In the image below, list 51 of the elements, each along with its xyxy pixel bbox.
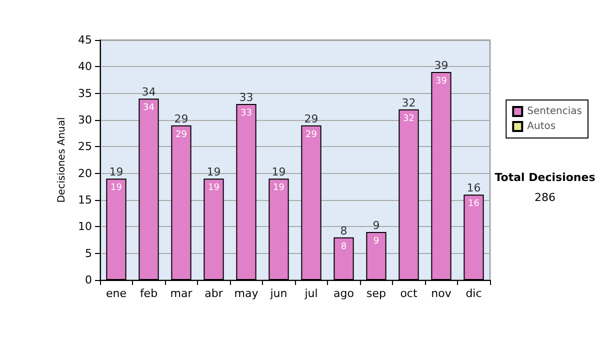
x-tick-label: ago [334,287,354,300]
x-tick-label: oct [400,287,418,300]
total-label: 9 [372,219,380,232]
x-tick-label: dic [466,287,482,300]
x-tick-label: may [234,287,259,300]
y-tick-label: 30 [78,114,92,126]
legend-label: Sentencias [527,106,582,117]
x-tick-label: mar [170,287,193,300]
total-label: 19 [206,166,221,179]
total-label: 29 [304,112,318,126]
data-label: 16 [468,199,480,210]
x-tick-label: ene [106,287,127,300]
total-label: 16 [466,182,481,195]
y-tick-label: 35 [78,86,92,100]
total-label: 32 [402,96,416,110]
y-tick-label: 5 [85,246,92,260]
total-label: 19 [109,166,124,179]
x-tick-label: sep [366,287,386,300]
text: Total Decisiones [494,171,596,184]
y-tick-label: 0 [85,274,92,286]
x-tick-label: feb [140,287,158,300]
x-tick-label: jun [269,287,288,300]
text: 286 [534,191,556,204]
data-label: 32 [403,114,414,124]
data-label: 29 [306,130,318,140]
y-axis-title: Decisiones Anual [56,117,68,203]
data-label: 34 [143,103,155,114]
data-label: 19 [273,183,285,194]
legend-label: Autos [527,121,556,132]
x-tick-label: nov [431,287,452,300]
data-label: 19 [110,183,122,194]
y-tick-label: 20 [78,166,92,180]
y-tick-label: 40 [78,60,92,74]
total-label: 19 [272,166,286,179]
data-label: 19 [208,183,220,194]
total-label: 29 [174,112,188,126]
x-tick-label: abr [204,287,224,300]
y-tick-label: 45 [78,34,92,46]
data-label: 9 [373,236,380,246]
data-label: 8 [340,242,347,252]
x-tick-label: jul [304,287,318,300]
total-label: 8 [340,224,348,238]
total-label: 39 [434,59,448,72]
total-label: 33 [239,91,254,104]
y-tick-label: 15 [78,194,92,206]
data-label: 33 [240,108,252,118]
total-label: 34 [142,86,156,99]
data-label: 29 [176,130,188,140]
y-tick-label: 25 [78,140,92,154]
y-tick-label: 10 [78,220,92,234]
data-label: 39 [436,76,448,86]
